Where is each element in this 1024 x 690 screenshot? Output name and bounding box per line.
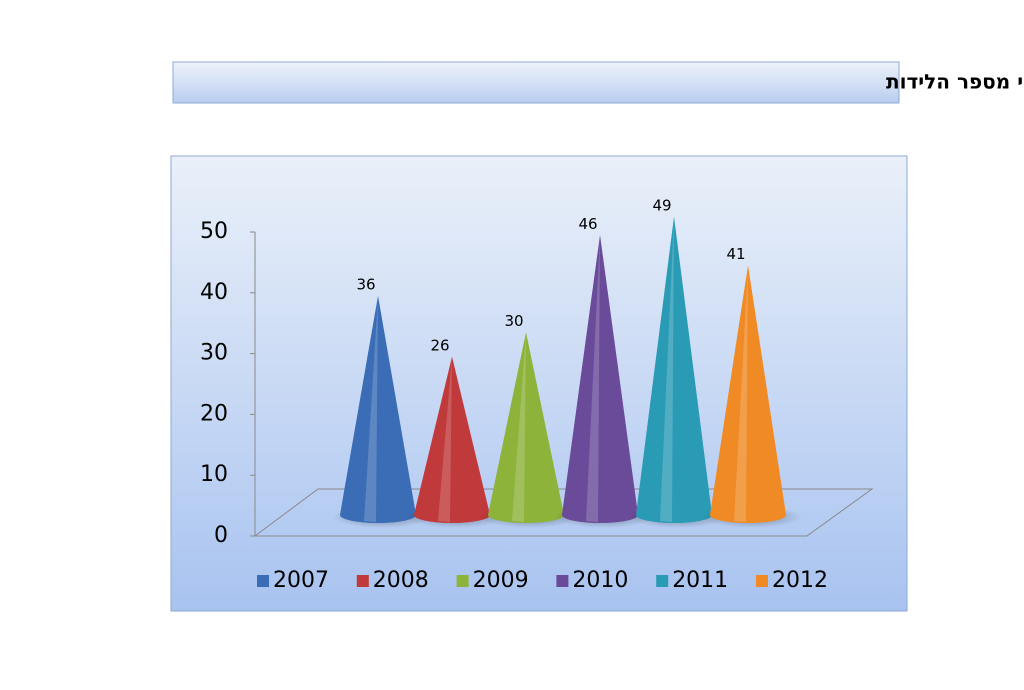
chart-title: פונדקאות בישראל – נתוני מספר הלידות bbox=[886, 70, 1024, 94]
legend-swatch bbox=[556, 575, 569, 587]
legend-label: 2010 bbox=[572, 568, 628, 593]
data-label: 46 bbox=[578, 215, 597, 233]
legend-label: 2009 bbox=[473, 568, 529, 593]
legend-label: 2008 bbox=[373, 568, 429, 593]
cone-highlight bbox=[512, 332, 526, 522]
cone-shade bbox=[636, 217, 712, 523]
cone-highlight bbox=[438, 356, 452, 522]
cone-highlight bbox=[660, 217, 674, 522]
legend-label: 2007 bbox=[273, 568, 329, 593]
y-tick-label: 10 bbox=[200, 462, 228, 487]
cone-shade bbox=[340, 296, 416, 523]
y-tick-label: 20 bbox=[200, 401, 228, 426]
cone-shade bbox=[710, 265, 786, 523]
cone-highlight bbox=[586, 235, 600, 522]
floor bbox=[253, 488, 874, 537]
plot-panel bbox=[170, 155, 908, 612]
legend-label: 2011 bbox=[672, 568, 728, 593]
data-label: 26 bbox=[430, 336, 449, 354]
legend-swatch bbox=[656, 575, 669, 587]
y-tick-label: 40 bbox=[200, 280, 228, 305]
cone-shade bbox=[414, 356, 490, 523]
legend-swatch bbox=[356, 575, 369, 587]
cone-highlight bbox=[364, 296, 378, 522]
data-label: 30 bbox=[504, 312, 523, 330]
data-label: 41 bbox=[726, 245, 745, 263]
data-label: 36 bbox=[356, 276, 375, 294]
legend-swatch bbox=[257, 575, 269, 587]
cone-shade bbox=[562, 235, 638, 523]
legend-swatch bbox=[756, 575, 768, 587]
cone-highlight bbox=[734, 265, 748, 522]
y-tick-label: 30 bbox=[200, 341, 228, 366]
y-tick-label: 0 bbox=[214, 523, 228, 548]
y-tick-label: 50 bbox=[200, 219, 228, 244]
legend-label: 2012 bbox=[772, 568, 828, 593]
title-box bbox=[172, 61, 900, 104]
data-label: 49 bbox=[652, 197, 671, 215]
cone-shade bbox=[488, 332, 564, 523]
legend-swatch bbox=[456, 575, 469, 587]
